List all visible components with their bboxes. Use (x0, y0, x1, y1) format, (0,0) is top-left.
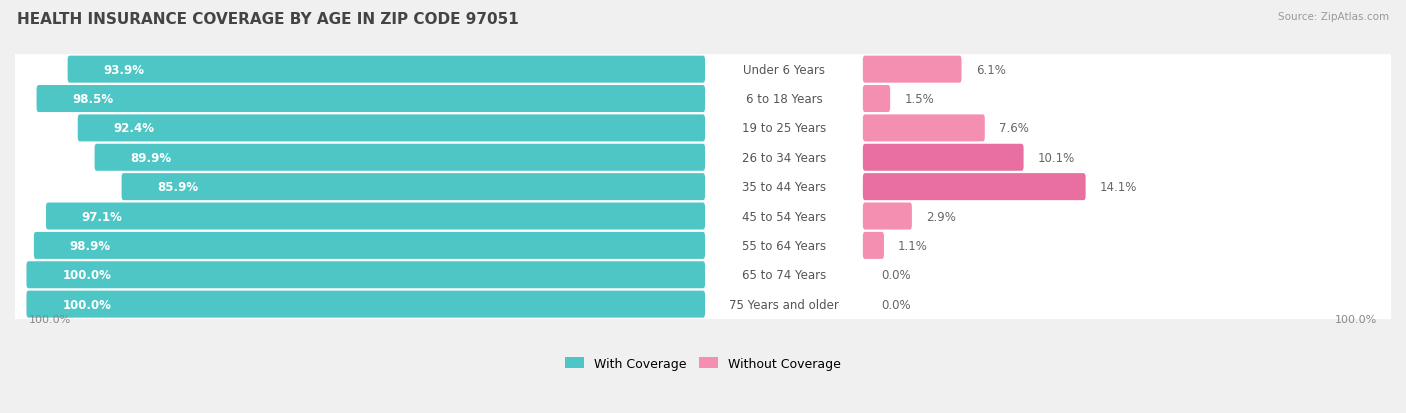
Text: 97.1%: 97.1% (82, 210, 122, 223)
FancyBboxPatch shape (67, 57, 704, 83)
Text: 98.9%: 98.9% (70, 239, 111, 252)
FancyBboxPatch shape (46, 203, 704, 230)
Text: 65 to 74 Years: 65 to 74 Years (742, 268, 827, 282)
FancyBboxPatch shape (14, 143, 1392, 173)
FancyBboxPatch shape (94, 145, 704, 171)
Text: 10.1%: 10.1% (1038, 152, 1076, 164)
FancyBboxPatch shape (14, 55, 1392, 85)
Text: 0.0%: 0.0% (882, 268, 911, 282)
FancyBboxPatch shape (14, 231, 1392, 261)
Text: 6 to 18 Years: 6 to 18 Years (745, 93, 823, 106)
FancyBboxPatch shape (863, 86, 890, 113)
Text: HEALTH INSURANCE COVERAGE BY AGE IN ZIP CODE 97051: HEALTH INSURANCE COVERAGE BY AGE IN ZIP … (17, 12, 519, 27)
Text: 55 to 64 Years: 55 to 64 Years (742, 239, 825, 252)
FancyBboxPatch shape (37, 86, 704, 113)
Text: 93.9%: 93.9% (104, 64, 145, 76)
Text: 100.0%: 100.0% (62, 298, 111, 311)
Text: 100.0%: 100.0% (28, 314, 70, 324)
FancyBboxPatch shape (14, 260, 1392, 290)
FancyBboxPatch shape (14, 84, 1392, 114)
Text: 7.6%: 7.6% (1000, 122, 1029, 135)
Text: 89.9%: 89.9% (131, 152, 172, 164)
FancyBboxPatch shape (863, 233, 884, 259)
FancyBboxPatch shape (863, 57, 962, 83)
Text: 75 Years and older: 75 Years and older (728, 298, 839, 311)
Text: 85.9%: 85.9% (157, 181, 198, 194)
FancyBboxPatch shape (14, 114, 1392, 144)
Legend: With Coverage, Without Coverage: With Coverage, Without Coverage (565, 357, 841, 370)
FancyBboxPatch shape (863, 174, 1085, 201)
FancyBboxPatch shape (77, 115, 704, 142)
Text: 26 to 34 Years: 26 to 34 Years (742, 152, 827, 164)
Text: 2.9%: 2.9% (927, 210, 956, 223)
FancyBboxPatch shape (863, 115, 984, 142)
Text: 1.5%: 1.5% (904, 93, 934, 106)
FancyBboxPatch shape (863, 145, 1024, 171)
Text: 92.4%: 92.4% (114, 122, 155, 135)
Text: 1.1%: 1.1% (898, 239, 928, 252)
FancyBboxPatch shape (14, 290, 1392, 319)
FancyBboxPatch shape (34, 233, 704, 259)
Text: 19 to 25 Years: 19 to 25 Years (742, 122, 827, 135)
Text: 14.1%: 14.1% (1099, 181, 1137, 194)
Text: 100.0%: 100.0% (1336, 314, 1378, 324)
Text: 6.1%: 6.1% (976, 64, 1005, 76)
Text: Under 6 Years: Under 6 Years (742, 64, 825, 76)
Text: 45 to 54 Years: 45 to 54 Years (742, 210, 825, 223)
FancyBboxPatch shape (27, 261, 704, 289)
FancyBboxPatch shape (121, 174, 704, 201)
FancyBboxPatch shape (14, 172, 1392, 202)
FancyBboxPatch shape (863, 203, 912, 230)
Text: 0.0%: 0.0% (882, 298, 911, 311)
Text: 100.0%: 100.0% (62, 268, 111, 282)
Text: 98.5%: 98.5% (72, 93, 114, 106)
Text: Source: ZipAtlas.com: Source: ZipAtlas.com (1278, 12, 1389, 22)
Text: 35 to 44 Years: 35 to 44 Years (742, 181, 825, 194)
FancyBboxPatch shape (14, 202, 1392, 231)
FancyBboxPatch shape (27, 291, 704, 318)
